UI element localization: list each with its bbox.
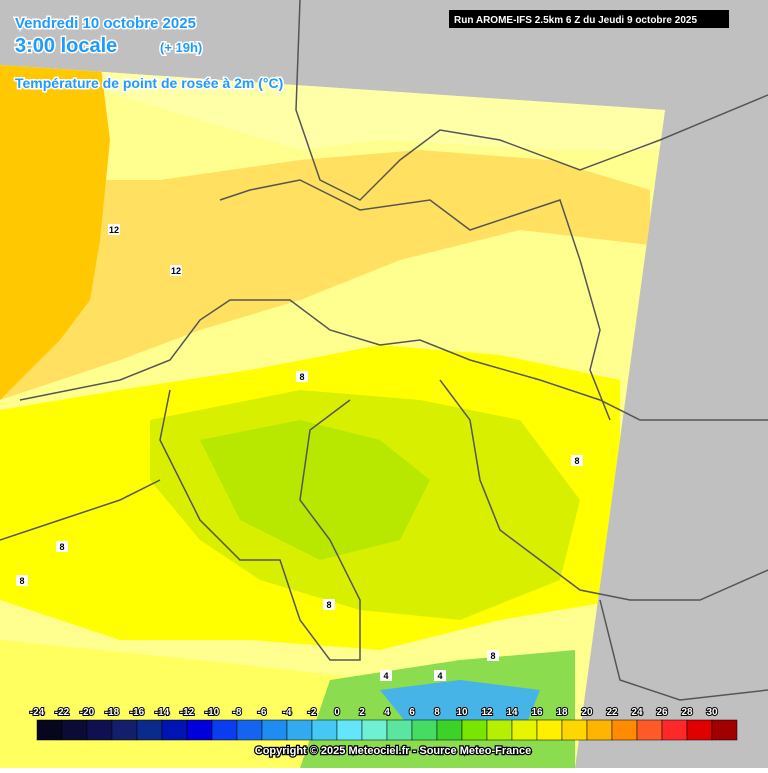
legend-swatch	[611, 719, 638, 741]
legend-label: 2	[359, 707, 365, 718]
legend-swatch	[536, 719, 563, 741]
legend-label: 6	[409, 707, 415, 718]
contour-label: 8	[19, 576, 24, 586]
contour-label-bg	[170, 265, 182, 276]
date: Vendredi 10 octobre 2025	[15, 15, 196, 32]
contour-label-bg	[323, 599, 335, 610]
legend-swatch	[36, 719, 63, 741]
legend-label: -16	[130, 707, 145, 718]
legend-swatch	[136, 719, 163, 741]
legend: -24 -22 -20 -18 -16 -14 -12 -10 -8 -6 -4 -2 0 2 4 6 8 10 1…	[29, 706, 738, 741]
legend-label: -18	[105, 707, 120, 718]
legend-swatch	[561, 719, 588, 741]
legend-swatch	[336, 719, 363, 741]
legend-swatch	[686, 719, 713, 741]
legend-label: 0	[334, 707, 340, 718]
legend-label: -4	[283, 707, 292, 718]
legend-label: 24	[631, 707, 643, 718]
legend-swatch	[236, 719, 263, 741]
contour-label-bg	[56, 541, 68, 552]
legend-swatch	[711, 719, 738, 741]
legend-label: -20	[80, 707, 95, 718]
legend-label: 28	[681, 707, 693, 718]
legend-swatch	[261, 719, 288, 741]
contour-label-bg	[571, 455, 583, 466]
legend-swatch	[386, 719, 413, 741]
contour-label-bg	[487, 650, 499, 661]
legend-label: -10	[205, 707, 220, 718]
legend-swatch	[86, 719, 113, 741]
legend-swatch	[111, 719, 138, 741]
legend-label: -24	[30, 707, 45, 718]
contour-label: 4	[437, 671, 442, 681]
contour-label-bg	[380, 670, 392, 681]
run-box	[449, 10, 729, 28]
contour-label: 12	[171, 266, 181, 276]
contour-label-bg	[16, 575, 28, 586]
contour-label-bg	[108, 224, 120, 235]
legend-swatch	[436, 719, 463, 741]
legend-swatch	[361, 719, 388, 741]
contour-label: 12	[109, 225, 119, 235]
legend-label: -6	[258, 707, 267, 718]
legend-label: -2	[308, 707, 317, 718]
copyright: Copyright © 2025 Meteociel.fr - Source M…	[255, 745, 531, 757]
legend-label: -22	[55, 707, 70, 718]
contour-labels: 12 12 8 8 8 8 8 8 4 4	[16, 224, 583, 681]
contour-label: 4	[383, 671, 388, 681]
legend-swatch	[211, 719, 238, 741]
legend-swatch	[161, 719, 188, 741]
contour-label: 8	[59, 542, 64, 552]
legend-label: 20	[581, 707, 593, 718]
contour-label: 8	[326, 600, 331, 610]
legend-swatch	[311, 719, 338, 741]
contour-label: 8	[299, 372, 304, 382]
legend-label: 26	[656, 707, 668, 718]
legend-swatch	[461, 719, 488, 741]
offset: (+ 19h)	[160, 40, 202, 55]
legend-swatch	[286, 719, 313, 741]
legend-label: -8	[233, 707, 242, 718]
legend-label: 4	[384, 707, 390, 718]
legend-label: 16	[531, 707, 543, 718]
legend-swatch	[61, 719, 88, 741]
legend-label: 10	[456, 707, 468, 718]
legend-label: 12	[481, 707, 493, 718]
legend-label: 14	[506, 707, 518, 718]
legend-swatch	[486, 719, 513, 741]
legend-label: -14	[155, 707, 170, 718]
legend-swatch	[511, 719, 538, 741]
legend-swatch	[411, 719, 438, 741]
legend-swatch	[661, 719, 688, 741]
contour-label: 8	[490, 651, 495, 661]
contour-label: 8	[574, 456, 579, 466]
subtitle: Température de point de rosée à 2m (°C)	[15, 75, 283, 91]
run-info: Run AROME-IFS 2.5km 6 Z du Jeudi 9 octob…	[454, 15, 697, 26]
legend-label: 30	[706, 707, 718, 718]
contour-label-bg	[296, 371, 308, 382]
legend-swatch	[636, 719, 663, 741]
borders	[0, 0, 768, 701]
legend-swatch	[186, 719, 213, 741]
legend-label: 22	[606, 707, 618, 718]
legend-swatch	[586, 719, 613, 741]
legend-label: 8	[434, 707, 440, 718]
time: 3:00 locale	[15, 35, 117, 57]
legend-label: -12	[180, 707, 195, 718]
legend-label: 18	[556, 707, 568, 718]
contour-label-bg	[434, 670, 446, 681]
